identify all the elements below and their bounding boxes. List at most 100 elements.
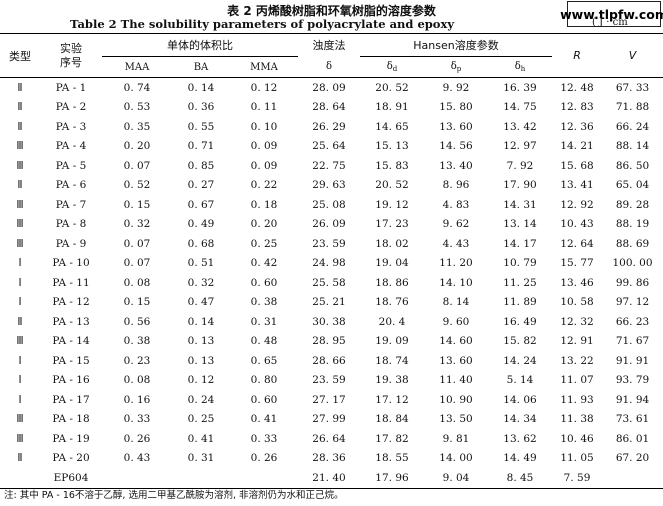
- cell-v: 93. 79: [615, 374, 650, 387]
- cell-delta-h: 11. 89: [503, 296, 537, 309]
- cell-delta: 21. 40: [312, 471, 346, 484]
- cell-type: Ⅲ: [16, 432, 24, 445]
- cell-type: Ⅲ: [16, 159, 24, 172]
- cell-type: Ⅲ: [16, 237, 24, 250]
- cell-exp-id: PA - 13: [52, 315, 90, 328]
- cell-v: [602, 468, 663, 488]
- cell-delta-h: 8. 45: [506, 471, 534, 484]
- cell-delta-h: 13. 62: [503, 432, 537, 445]
- cell-delta-p: 13. 50: [439, 413, 473, 426]
- cell-maa: 0. 08: [123, 374, 151, 387]
- cell-v: 88. 19: [615, 218, 650, 231]
- cell-delta: 23. 59: [312, 237, 346, 250]
- cell-mma: 0. 60: [250, 276, 278, 289]
- cell-type: Ⅲ: [16, 335, 24, 348]
- cell-mma: 0. 65: [250, 354, 278, 367]
- cell-ba: 0. 49: [187, 218, 215, 231]
- cell-exp-id: PA - 8: [55, 218, 87, 231]
- cell-ba: 0. 31: [187, 452, 215, 465]
- cell-delta: 26. 09: [312, 218, 346, 231]
- cell-delta: 25. 21: [312, 296, 346, 309]
- cell-ba: 0. 71: [187, 140, 215, 153]
- cell-delta-h: 13. 14: [503, 218, 537, 231]
- cell-exp-id: PA - 20: [52, 452, 90, 465]
- cell-delta-h: 14. 17: [503, 237, 537, 250]
- table-row: Ⅱ PA - 13 0. 56 0. 14 0. 31 30. 38 20. 4 9. 60 1…: [0, 312, 663, 332]
- cell-v: 97. 12: [615, 296, 650, 309]
- table-row: Ⅲ PA - 8 0. 32 0. 49 0. 20 26. 09 17. 23 9. 62 1…: [0, 215, 663, 235]
- cell-v: 100. 00: [612, 257, 653, 270]
- cell-r: 14. 21: [560, 140, 594, 153]
- cell-delta-p: 8. 14: [442, 296, 470, 309]
- cell-v: 89. 28: [615, 198, 650, 211]
- cell-delta-h: 14. 49: [503, 452, 537, 465]
- cell-maa: 0. 26: [123, 432, 151, 445]
- cell-delta-h: 16. 49: [503, 315, 537, 328]
- header-mma: MMA: [230, 56, 298, 78]
- cell-delta: 23. 59: [312, 374, 346, 387]
- cell-type: Ⅲ: [16, 198, 24, 211]
- cell-type: Ⅱ: [17, 452, 23, 465]
- cell-delta-h: 13. 42: [503, 120, 537, 133]
- table-row: Ⅱ PA - 6 0. 52 0. 27 0. 22 29. 63 20. 52 8. 96 1…: [0, 176, 663, 196]
- cell-delta: 22. 75: [312, 159, 346, 172]
- cell-delta-d: 17. 82: [375, 432, 409, 445]
- cell-delta-h: 17. 90: [503, 179, 537, 192]
- header-delta-p: δp: [424, 56, 488, 78]
- table-row: Ⅰ PA - 16 0. 08 0. 12 0. 80 23. 59 19. 38 11. 4…: [0, 371, 663, 391]
- cell-ba: 0. 14: [187, 81, 215, 94]
- cell-maa: 0. 15: [123, 296, 151, 309]
- cell-delta-d: 18. 84: [375, 413, 409, 426]
- cell-delta-p: 8. 96: [442, 179, 470, 192]
- cell-v: 86. 50: [615, 159, 650, 172]
- table-title-cn: 表 2 丙烯酸树脂和环氧树脂的溶度参数: [227, 4, 436, 18]
- cell-mma: 0. 20: [250, 218, 278, 231]
- header-delta-h: δh: [488, 56, 553, 78]
- cell-type: Ⅰ: [18, 354, 22, 367]
- cell-maa: 0. 20: [123, 140, 151, 153]
- cell-v: 73. 61: [615, 413, 650, 426]
- cell-type: Ⅱ: [17, 315, 23, 328]
- cell-delta: 25. 64: [312, 140, 346, 153]
- cell-ba: 0. 36: [187, 101, 215, 114]
- solubility-table: 类型 实验 序号 单体的体积比 浊度法 Hansen溶度参数 R V MAA B…: [0, 33, 663, 489]
- table-row: Ⅲ PA - 5 0. 07 0. 85 0. 09 22. 75 15. 83 13. 40…: [0, 156, 663, 176]
- cell-type: Ⅰ: [18, 374, 22, 387]
- cell-delta: 27. 17: [312, 393, 346, 406]
- cell-delta-p: 9. 81: [442, 432, 470, 445]
- cell-mma: 0. 18: [250, 198, 278, 211]
- cell-delta: 26. 29: [312, 120, 346, 133]
- cell-maa: 0. 53: [123, 101, 151, 114]
- cell-exp-id: PA - 15: [52, 354, 90, 367]
- cell-exp-id: PA - 19: [52, 432, 90, 445]
- cell-r: 11. 93: [560, 393, 594, 406]
- cell-delta: 28. 09: [312, 81, 346, 94]
- cell-maa: 0. 43: [123, 452, 151, 465]
- table-row: Ⅰ PA - 15 0. 23 0. 13 0. 65 28. 66 18. 74 13. 6…: [0, 351, 663, 371]
- cell-exp-id: PA - 1: [55, 81, 87, 94]
- cell-r: 12. 36: [560, 120, 594, 133]
- cell-delta-d: 17. 23: [375, 218, 409, 231]
- cell-type: Ⅱ: [17, 81, 23, 94]
- table-row: Ⅰ PA - 11 0. 08 0. 32 0. 60 25. 58 18. 86 14. 1…: [0, 273, 663, 293]
- cell-delta-h: 14. 31: [503, 198, 537, 211]
- unit-label: ( J · cm: [592, 17, 628, 28]
- cell-exp-id: PA - 10: [52, 257, 90, 270]
- cell-mma: 0. 60: [250, 393, 278, 406]
- table-footnote: 注: 其中 PA - 16不溶于乙醇, 选用二甲基乙酰胺为溶剂, 非溶剂仍为水和…: [4, 490, 344, 501]
- cell-delta: 26. 64: [312, 432, 346, 445]
- cell-ba: 0. 68: [187, 237, 215, 250]
- cell-r: 12. 32: [560, 315, 594, 328]
- cell-mma: 0. 26: [250, 452, 278, 465]
- table-row: Ⅱ PA - 1 0. 74 0. 14 0. 12 28. 09 20. 52 9. 92 1…: [0, 78, 663, 98]
- cell-delta-d: 14. 65: [375, 120, 409, 133]
- cell-ba: [172, 468, 230, 488]
- cell-exp-id: PA - 11: [52, 276, 90, 289]
- cell-ba: 0. 27: [187, 179, 215, 192]
- cell-mma: [230, 468, 298, 488]
- cell-r: 13. 22: [560, 354, 594, 367]
- cell-delta-p: 4. 83: [442, 198, 470, 211]
- cell-r: 10. 58: [560, 296, 594, 309]
- cell-r: 15. 77: [560, 257, 594, 270]
- cell-maa: 0. 07: [123, 257, 151, 270]
